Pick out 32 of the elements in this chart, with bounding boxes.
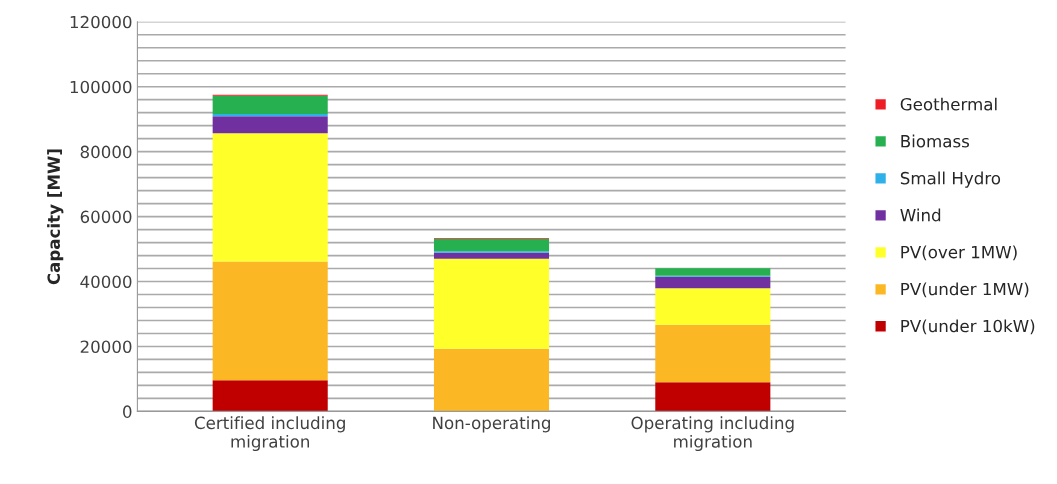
y-tick-label: 60000: [80, 210, 132, 224]
y-tick-label: 40000: [80, 275, 132, 289]
bar: [212, 380, 328, 412]
legend-label: Biomass: [901, 134, 970, 148]
y-tick-label: 100000: [70, 80, 132, 94]
legend-label: Geothermal: [900, 97, 997, 111]
bar: [655, 382, 771, 412]
bar: [433, 252, 550, 259]
bar: [655, 276, 771, 289]
y-tick-label: 120000: [70, 15, 132, 29]
legend-label: Small Hydro: [900, 171, 1001, 188]
bar: [212, 261, 328, 381]
bar: [655, 324, 771, 383]
bar: [212, 95, 328, 114]
bar: [433, 258, 550, 349]
y-tick-label: 0: [123, 405, 132, 418]
x-tick-label: Non-operating: [433, 416, 550, 433]
legend-label: PV(over 1MW): [901, 245, 1017, 261]
bar: [655, 268, 771, 276]
y-axis-title: Capacity [MW]: [47, 149, 64, 285]
x-tick-label: Certified including migration: [194, 416, 345, 452]
bar: [433, 238, 550, 252]
x-tick-label: Operating including migration: [631, 416, 794, 452]
y-tick-label: 20000: [80, 340, 132, 354]
bar: [212, 116, 328, 134]
bar: [212, 133, 328, 262]
bar: [433, 348, 550, 412]
legend-label: PV(under 1MW): [901, 282, 1029, 298]
legend-label: Wind: [900, 208, 941, 222]
bar: [655, 288, 771, 325]
y-tick-label: 80000: [80, 145, 132, 159]
legend-label: PV(under 10kW): [901, 319, 1035, 335]
